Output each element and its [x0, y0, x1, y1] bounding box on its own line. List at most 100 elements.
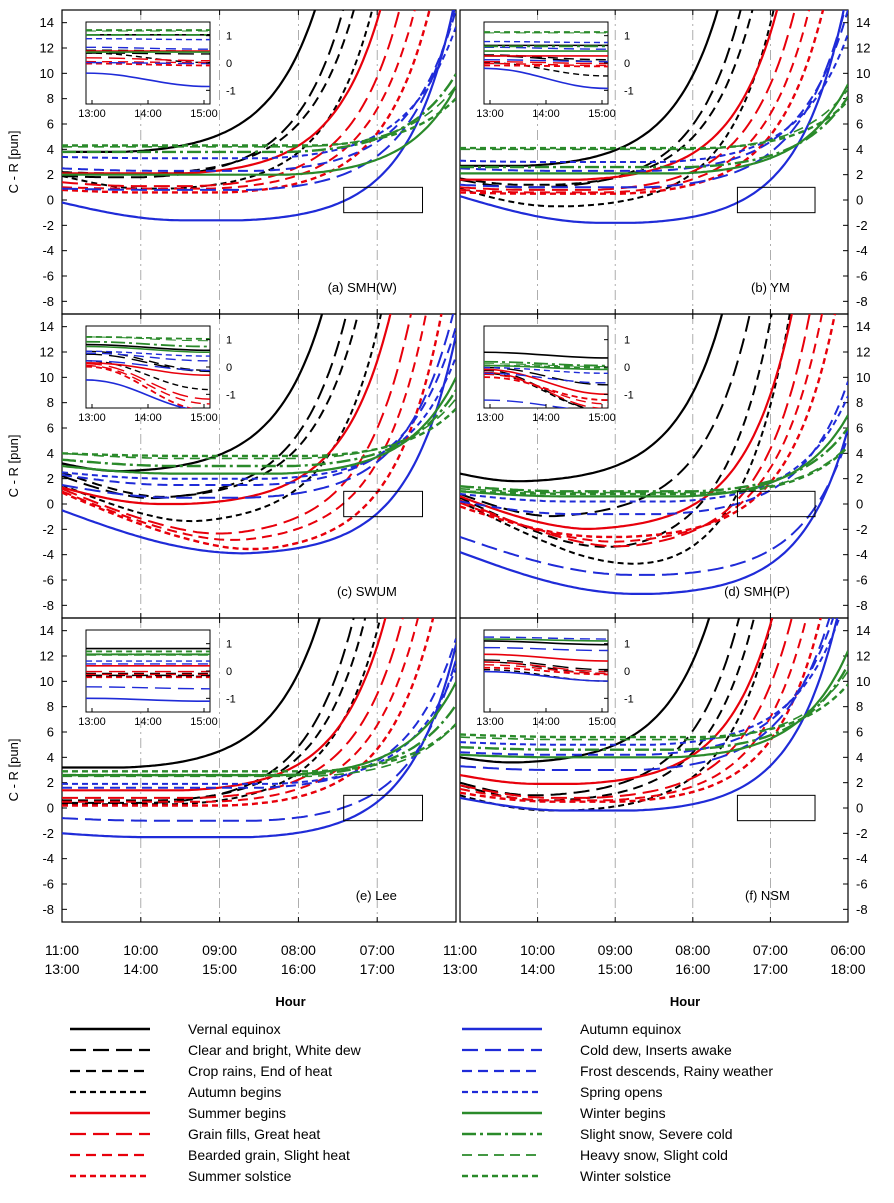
inset-series-line [86, 345, 210, 354]
inset-series-line [484, 64, 608, 68]
inset-series-line [86, 686, 210, 690]
legend-label: Winter begins [580, 1105, 666, 1121]
series-line [460, 664, 848, 751]
inset-series-line [86, 61, 210, 65]
y-tick-label: 14 [856, 319, 870, 334]
inset-y-tick-label: -1 [624, 693, 634, 705]
series-line [62, 407, 456, 458]
x-tick-label-bottom: 13:00 [442, 961, 477, 977]
panel-label: (a) SMH(W) [328, 280, 397, 295]
panel-frame [459, 617, 849, 923]
inset-y-tick-label: -1 [624, 85, 634, 97]
inset-x-tick-label: 13:00 [476, 412, 504, 424]
series-line [460, 618, 839, 812]
inset-x-tick-label: 13:00 [78, 108, 106, 120]
panel-label: (f) NSM [745, 888, 790, 903]
series-line [460, 670, 848, 741]
zoom-box [343, 490, 424, 518]
x-tick-label-top: 07:00 [753, 942, 788, 958]
inset-y-tick-label: 0 [624, 666, 630, 678]
zoom-box [736, 186, 816, 214]
panel-label: (d) SMH(P) [724, 584, 790, 599]
inset-y-tick-label: -1 [226, 693, 236, 705]
x-tick-label-top: 10:00 [123, 942, 158, 958]
inset-series-group [86, 647, 210, 703]
inset-series-line [484, 376, 608, 401]
legend-entry: Winter solstice [462, 1168, 671, 1184]
inset-x-tick-label: 14:00 [532, 108, 560, 120]
y-tick-label: 6 [47, 725, 54, 740]
inset-y-tick-label: -1 [226, 389, 236, 401]
y-tick-label: -8 [42, 294, 54, 309]
y-tick-label: -8 [42, 598, 54, 613]
y-tick-label: 2 [47, 167, 54, 182]
inset-series-line [86, 363, 210, 400]
legend-label: Vernal equinox [188, 1021, 281, 1037]
series-line [62, 618, 419, 803]
y-tick-label: -4 [42, 243, 54, 258]
y-tick-label: 14 [40, 623, 54, 638]
series-line [62, 667, 456, 785]
y-tick-label: -6 [42, 877, 54, 892]
inset: 13:00 14:00 15:00 1 0 -1 [78, 21, 236, 120]
y-tick-label: -6 [856, 877, 868, 892]
series-line [460, 427, 848, 493]
y-tick-label: -8 [856, 902, 868, 917]
series-line [62, 314, 428, 541]
series-line [460, 10, 796, 191]
y-tick-label: 4 [856, 446, 863, 461]
series-line [62, 10, 431, 194]
y-tick-label: 0 [47, 193, 54, 208]
series-line [62, 638, 456, 789]
series-line [62, 681, 456, 777]
y-tick-label: 12 [856, 41, 870, 56]
y-tick-label: 12 [40, 345, 54, 360]
y-tick-label: -8 [856, 598, 868, 613]
y-tick-label: 10 [40, 66, 54, 81]
y-tick-label: 0 [856, 801, 863, 816]
legend-entry: Bearded grain, Slight heat [70, 1147, 350, 1163]
y-tick-label: -6 [856, 573, 868, 588]
inset-series-line [484, 61, 608, 77]
y-tick-label: 0 [856, 497, 863, 512]
series-line [460, 618, 774, 785]
y-tick-label: 8 [856, 699, 863, 714]
zoom-box [736, 490, 816, 518]
inset-y-tick-label: 1 [226, 335, 232, 347]
legend-entry: Grain fills, Great heat [70, 1126, 320, 1142]
series-line [62, 377, 456, 475]
inset-series-line [484, 369, 590, 408]
inset-series-line [86, 364, 210, 405]
series-line [460, 10, 845, 224]
series-line [62, 326, 456, 486]
series-line [62, 723, 456, 773]
series-line [62, 618, 435, 807]
inset-series-line [86, 360, 210, 372]
series-line [62, 97, 456, 147]
panel-label: (e) Lee [356, 888, 397, 903]
y-tick-label: 14 [856, 15, 870, 30]
inset-series-line [86, 62, 210, 67]
legend-entry: Summer solstice [70, 1168, 292, 1184]
y-tick-label: 4 [47, 142, 54, 157]
inset: 13:00 14:00 15:00 1 0 -1 [476, 21, 634, 120]
inset-x-tick-label: 13:00 [476, 716, 504, 728]
series-line [460, 314, 773, 548]
y-axis-label: C - R [pun] [6, 739, 21, 802]
series-line [62, 10, 401, 188]
inset-series-line [484, 40, 608, 44]
series-line [62, 618, 321, 769]
y-tick-label: -2 [42, 522, 54, 537]
inset-series-line [484, 372, 589, 408]
y-tick-label: 10 [856, 66, 870, 81]
x-tick-label-top: 09:00 [202, 942, 237, 958]
inset-series-line [484, 360, 608, 367]
inset-y-tick-label: 1 [226, 31, 232, 43]
x-tick-label-bottom: 15:00 [202, 961, 237, 977]
series-line [460, 96, 848, 169]
legend-label: Winter solstice [580, 1168, 671, 1184]
y-tick-label: 12 [40, 41, 54, 56]
